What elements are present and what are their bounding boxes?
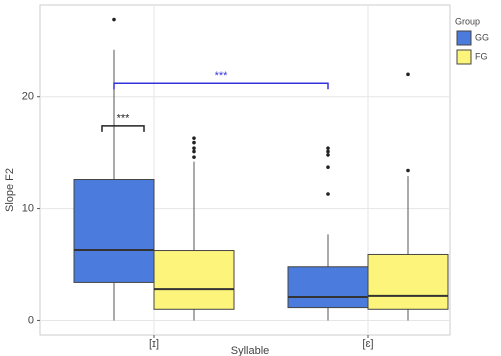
- significance-bracket: [101, 125, 145, 132]
- box: [367, 253, 449, 310]
- outlier: [192, 140, 196, 145]
- legend-swatch: [456, 30, 472, 46]
- outlier: [406, 72, 410, 77]
- outlier: [192, 136, 196, 140]
- significance-label: ***: [117, 113, 131, 125]
- outlier: [192, 146, 196, 150]
- y-tick-label: 0: [28, 314, 34, 326]
- outlier: [192, 149, 196, 154]
- x-tick-label: [ɪ]: [149, 338, 159, 350]
- outlier: [326, 149, 330, 154]
- outlier: [326, 146, 330, 150]
- x-axis-label: Syllable: [231, 345, 270, 356]
- legend-label: GG: [475, 32, 489, 42]
- legend-swatch: [456, 49, 472, 65]
- outlier: [326, 192, 330, 196]
- outlier: [326, 165, 330, 170]
- outlier: [406, 168, 410, 173]
- legend-title: Group: [455, 16, 480, 26]
- x-tick-label: [ɛ]: [362, 338, 373, 350]
- outlier: [326, 153, 330, 157]
- box: [153, 250, 235, 310]
- y-tick-label: 20: [22, 91, 34, 103]
- outlier: [112, 17, 116, 22]
- legend-label: FG: [475, 51, 488, 61]
- significance-label: ***: [215, 70, 229, 82]
- y-tick-label: 10: [22, 202, 34, 214]
- box: [287, 266, 369, 309]
- outlier: [192, 155, 196, 159]
- significance-bracket: [113, 82, 329, 90]
- box: [73, 179, 155, 283]
- y-axis-label: Slope F2: [4, 168, 16, 212]
